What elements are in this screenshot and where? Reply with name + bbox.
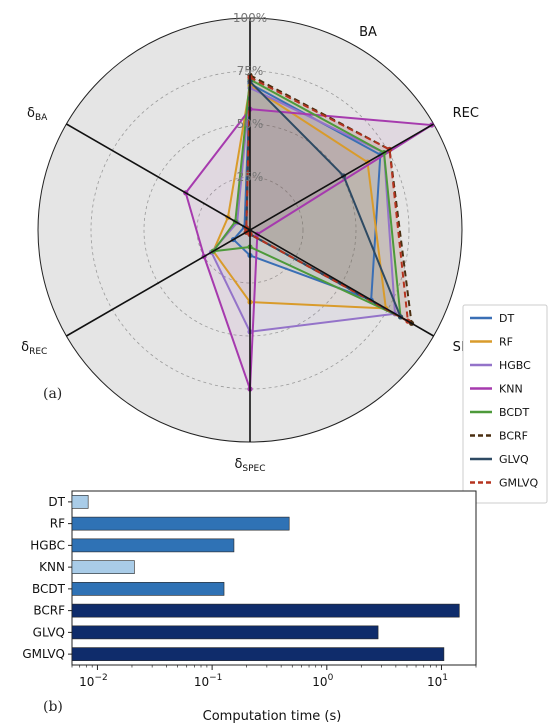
radar-legend: DT RF HGBC KNN BCDT BCRF GLVQ GMLVQ <box>462 304 548 504</box>
legend-label: RF <box>499 336 513 349</box>
radar-axis-spoke <box>249 229 434 337</box>
radar-axis-label: δREC <box>21 340 47 357</box>
radar-axis-label-main: BA <box>359 25 377 40</box>
radar-axis-label-sub: BA <box>35 113 48 123</box>
x-tick-label: 100 <box>312 673 333 689</box>
panel-label-b: (b) <box>43 699 63 715</box>
bar <box>71 495 89 509</box>
radar-grid-ring <box>196 176 304 284</box>
bar <box>71 516 290 531</box>
x-tick-base: 10 <box>312 675 327 689</box>
x-tick-exponent: −1 <box>209 673 222 683</box>
radar-axis-label-sub: REC <box>29 347 47 357</box>
radar-axis-spoke <box>249 123 434 231</box>
bar-x-axis-label: Computation time (s) <box>203 709 342 724</box>
x-tick-exponent: 0 <box>328 673 334 683</box>
radial-tick-label: 75% <box>237 64 264 78</box>
x-tick-base: 10 <box>427 675 442 689</box>
radar-series-fill <box>246 81 401 317</box>
x-tick-label: 10−1 <box>194 673 223 689</box>
radar-axis-label: BA <box>359 25 377 40</box>
legend-label: DT <box>499 312 514 325</box>
bar <box>71 582 225 596</box>
x-tick-exponent: 1 <box>442 673 448 683</box>
radar-axis-label-main: δ <box>27 106 35 121</box>
bar-category-label: HGBC <box>30 538 65 552</box>
radar-axis-label: δSPEC <box>234 457 265 474</box>
legend-label: BCRF <box>499 430 528 443</box>
legend-label: BCDT <box>499 406 530 419</box>
bar-category-label: BCRF <box>33 604 65 618</box>
bar-category-label: GLVQ <box>33 625 65 639</box>
radar-axis-spoke <box>66 123 251 231</box>
radar-axis-spoke <box>66 229 251 337</box>
bar-category-label: BCDT <box>32 582 66 596</box>
x-tick-exponent: −2 <box>94 673 107 683</box>
bar <box>71 647 445 661</box>
radar-axis-label: δBA <box>27 106 48 123</box>
bar <box>71 538 235 553</box>
radar-axis-label-sub: SPEC <box>242 464 265 474</box>
radar-axis-label-main: REC <box>453 106 479 121</box>
radar-axis-label: REC <box>453 106 479 121</box>
radial-tick-label: 25% <box>237 170 264 184</box>
bar-category-label: KNN <box>39 560 65 574</box>
x-tick-label: 10−2 <box>79 673 108 689</box>
legend-label: HGBC <box>499 359 531 372</box>
x-tick-base: 10 <box>194 675 209 689</box>
bar-category-label: GMLVQ <box>22 647 65 661</box>
x-tick-label: 101 <box>427 673 448 689</box>
bar-category-label: DT <box>48 495 65 509</box>
bar-category-label: RF <box>50 517 65 531</box>
radar-series-fill <box>246 75 412 324</box>
radial-tick-label: 100% <box>233 11 267 25</box>
legend-label: GLVQ <box>499 453 529 466</box>
radial-tick-label: 50% <box>237 117 264 131</box>
radar-axis-label-main: δ <box>234 457 242 472</box>
legend-label: GMLVQ <box>499 477 538 490</box>
radar-series-fill <box>211 87 396 332</box>
bar <box>71 560 135 574</box>
x-tick-base: 10 <box>79 675 94 689</box>
legend-label: KNN <box>499 383 523 396</box>
radar-axis-label-main: δ <box>21 340 29 355</box>
radar-chart: 25%50%75%100%BARECSPECδSPECδRECδBA <box>21 11 486 474</box>
radar-grid-ring <box>90 70 410 390</box>
panel-label-a: (a) <box>43 386 62 402</box>
bar <box>71 625 379 640</box>
legend-box <box>462 304 548 504</box>
bar <box>71 603 460 618</box>
